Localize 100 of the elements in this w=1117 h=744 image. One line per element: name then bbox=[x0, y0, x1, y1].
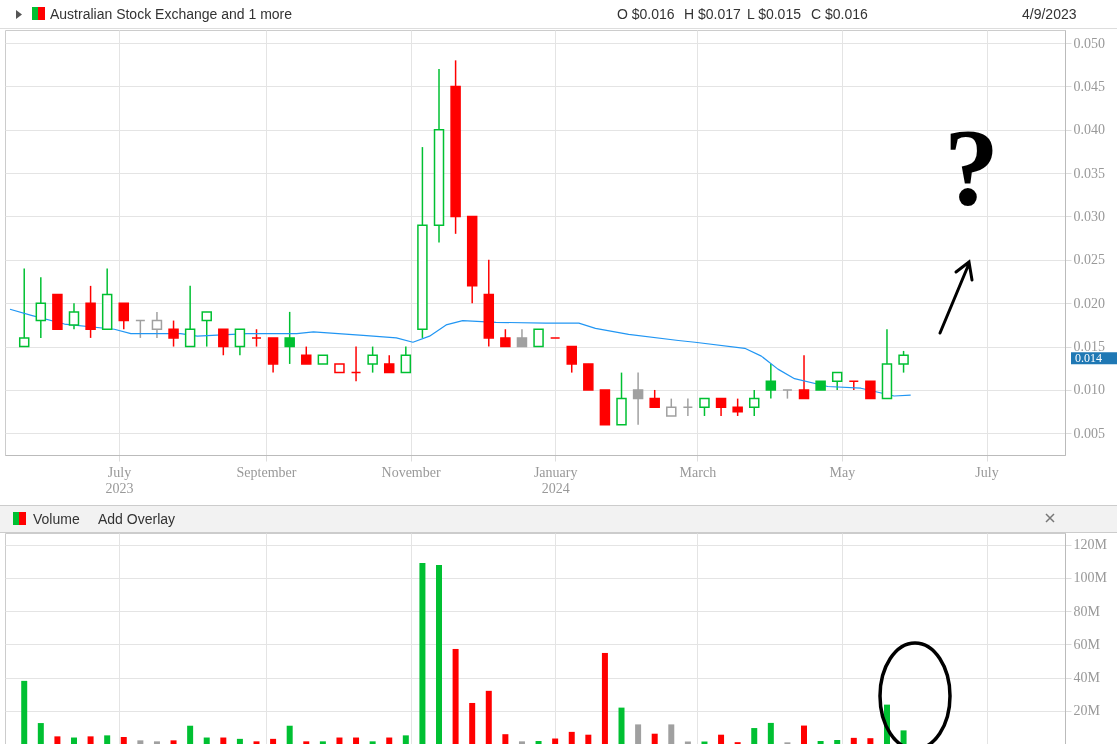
candlestick bbox=[400, 345, 412, 374]
bar bbox=[402, 735, 409, 744]
y-tick-label: 0.010 bbox=[1073, 382, 1105, 398]
bar bbox=[236, 738, 243, 744]
bar bbox=[668, 724, 675, 744]
candlestick bbox=[184, 285, 196, 348]
x-tick-label: January 2024 bbox=[533, 464, 578, 496]
y-tick-label: 0.030 bbox=[1073, 208, 1105, 224]
x-tick-label: March bbox=[679, 464, 717, 480]
x-tick-label: September bbox=[236, 464, 297, 480]
y-tick-label: 0.040 bbox=[1073, 122, 1105, 138]
candlestick bbox=[201, 311, 212, 348]
candlestick bbox=[748, 389, 760, 417]
bar bbox=[220, 737, 227, 744]
candlestick bbox=[218, 328, 229, 357]
bar bbox=[601, 652, 608, 744]
y-tick-label: 0.050 bbox=[1073, 35, 1105, 51]
bar bbox=[552, 738, 559, 744]
y-tick-label: 40M bbox=[1073, 670, 1101, 686]
bar bbox=[21, 680, 28, 744]
candlestick bbox=[284, 311, 295, 365]
bar bbox=[303, 741, 310, 744]
bar bbox=[502, 734, 509, 744]
text: 4/9/2023 bbox=[1022, 6, 1077, 22]
y-tick-label: 0.025 bbox=[1073, 252, 1105, 268]
candlestick bbox=[234, 328, 246, 357]
y-tick-label: 20M bbox=[1073, 703, 1101, 719]
text: C $0.016 bbox=[811, 6, 868, 22]
bar bbox=[452, 648, 459, 744]
candlestick bbox=[798, 354, 810, 400]
bar bbox=[436, 565, 443, 744]
chart-title: Australian Stock Exchange and 1 more bbox=[50, 6, 293, 22]
candlestick bbox=[68, 302, 80, 330]
bar bbox=[850, 737, 857, 744]
x-tick-label: May bbox=[829, 464, 856, 480]
text: H $0.017 bbox=[684, 6, 741, 22]
y-tick-label: 0.045 bbox=[1073, 78, 1105, 94]
y-tick-label: 0.035 bbox=[1073, 165, 1105, 181]
bar bbox=[419, 562, 426, 744]
bar bbox=[336, 737, 343, 744]
bar bbox=[386, 737, 393, 744]
text: L $0.015 bbox=[747, 6, 801, 22]
bar bbox=[751, 728, 758, 744]
bar bbox=[120, 737, 127, 744]
bar bbox=[153, 741, 160, 744]
bar bbox=[718, 734, 725, 744]
bar bbox=[900, 730, 907, 744]
line-series bbox=[9, 308, 912, 397]
bar bbox=[651, 733, 658, 744]
bar bbox=[585, 734, 592, 744]
bar bbox=[518, 741, 525, 744]
candlestick bbox=[898, 350, 909, 374]
bar bbox=[834, 740, 841, 744]
candlestick bbox=[18, 267, 30, 348]
x-tick-label: July bbox=[975, 464, 999, 480]
bar bbox=[187, 725, 194, 744]
bar bbox=[369, 741, 376, 744]
candlestick bbox=[151, 311, 163, 339]
y-tick-label: 100M bbox=[1073, 570, 1108, 586]
bar bbox=[270, 738, 277, 744]
candlestick bbox=[765, 363, 777, 400]
candlestick bbox=[367, 345, 378, 374]
x-tick-label: November bbox=[381, 464, 441, 480]
y-tick-label: 0.020 bbox=[1073, 295, 1105, 311]
x-tick-label: July 2023 bbox=[105, 464, 134, 496]
bar bbox=[319, 741, 326, 744]
chart-title: Volume bbox=[33, 511, 80, 527]
bar bbox=[87, 736, 94, 744]
bar bbox=[801, 725, 808, 744]
bar bbox=[469, 702, 476, 744]
bar bbox=[817, 741, 824, 744]
candlestick bbox=[118, 302, 130, 330]
text: Add Overlay bbox=[98, 511, 176, 527]
y-tick-label: 0.005 bbox=[1073, 425, 1105, 441]
bar bbox=[253, 741, 260, 744]
y-tick-label: 120M bbox=[1073, 537, 1108, 553]
y-tick-label: 80M bbox=[1073, 603, 1101, 619]
bar bbox=[635, 724, 642, 744]
bar bbox=[170, 740, 177, 744]
bar bbox=[535, 741, 542, 744]
bar bbox=[203, 737, 210, 744]
bar bbox=[71, 737, 77, 744]
bar bbox=[137, 740, 144, 744]
y-tick-label: 60M bbox=[1073, 636, 1101, 652]
bar bbox=[54, 736, 61, 744]
bar bbox=[286, 725, 293, 744]
bar bbox=[104, 735, 111, 744]
bar bbox=[485, 690, 492, 744]
bar bbox=[767, 722, 774, 744]
candlestick bbox=[168, 319, 179, 348]
annotation: ? bbox=[944, 106, 999, 228]
bar bbox=[37, 723, 44, 744]
bar bbox=[568, 731, 575, 744]
candlestick bbox=[35, 276, 47, 339]
bar bbox=[867, 738, 874, 744]
candlestick bbox=[632, 371, 644, 426]
text: O $0.016 bbox=[617, 6, 675, 22]
bar bbox=[618, 707, 625, 744]
bar bbox=[353, 737, 360, 744]
candlestick bbox=[566, 345, 577, 374]
